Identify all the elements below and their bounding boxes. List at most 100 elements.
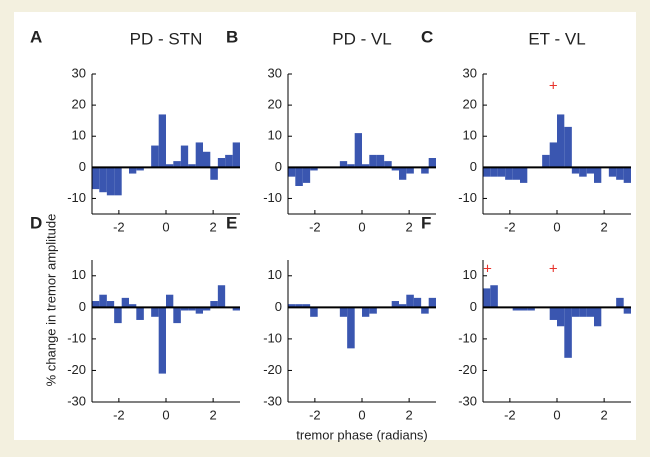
- bar: [166, 164, 174, 168]
- x-tick-label: -2: [113, 219, 125, 234]
- bar: [295, 167, 303, 186]
- bar: [295, 304, 303, 308]
- bar: [151, 145, 159, 168]
- bar: [623, 307, 631, 314]
- bar: [549, 307, 557, 320]
- y-tick-label: -20: [67, 362, 86, 377]
- bar: [391, 167, 399, 171]
- bar: [225, 154, 233, 168]
- y-tick-label: 10: [463, 128, 477, 143]
- bar: [623, 167, 631, 183]
- bar: [195, 142, 203, 168]
- y-tick-label: 30: [268, 65, 282, 80]
- bar: [136, 167, 144, 171]
- bar: [180, 307, 189, 311]
- bar: [483, 288, 491, 308]
- y-tick-label: 0: [275, 159, 282, 174]
- x-tick-label: 0: [162, 219, 169, 234]
- panel-letter: A: [30, 27, 42, 46]
- bar: [520, 167, 528, 183]
- bar: [413, 297, 422, 308]
- bar: [310, 307, 318, 317]
- bar: [594, 307, 602, 327]
- y-tick-label: 10: [268, 128, 282, 143]
- y-tick-label: 0: [79, 299, 86, 314]
- y-tick-label: -10: [458, 330, 477, 345]
- bar: [421, 167, 429, 174]
- y-tick-label: 30: [463, 65, 477, 80]
- y-tick-label: -10: [67, 330, 86, 345]
- bar: [608, 167, 617, 177]
- significance-marker: +: [483, 260, 492, 277]
- bar: [121, 297, 129, 308]
- x-tick-label: 0: [553, 407, 560, 422]
- bar: [406, 167, 414, 174]
- x-tick-label: -2: [504, 407, 516, 422]
- bar: [497, 167, 506, 177]
- bar: [399, 167, 407, 180]
- bar: [354, 133, 362, 168]
- significance-marker: +: [549, 260, 558, 277]
- bar: [180, 145, 189, 168]
- bar: [542, 154, 550, 168]
- bar: [512, 167, 520, 180]
- x-tick-label: 0: [162, 407, 169, 422]
- y-tick-label: 0: [79, 159, 86, 174]
- y-tick-label: -30: [458, 393, 477, 408]
- y-tick-label: 20: [72, 97, 86, 112]
- x-tick-label: 2: [210, 407, 217, 422]
- bar: [406, 294, 414, 308]
- bar: [106, 301, 115, 308]
- bar: [362, 307, 370, 317]
- bar: [195, 307, 203, 314]
- bar: [369, 154, 377, 168]
- bar: [571, 307, 580, 317]
- bar: [210, 301, 218, 308]
- bar: [512, 307, 520, 311]
- bar: [158, 307, 166, 374]
- x-tick-label: -2: [504, 219, 516, 234]
- bar: [384, 161, 392, 168]
- bar: [129, 167, 137, 174]
- y-tick-label: -10: [67, 190, 86, 205]
- bar: [210, 167, 218, 180]
- y-tick-label: 0: [275, 299, 282, 314]
- y-tick-label: -30: [67, 393, 86, 408]
- panel-title: ET - VL: [528, 29, 585, 48]
- bar: [288, 167, 296, 177]
- bar: [399, 304, 407, 308]
- panel-letter: C: [421, 27, 433, 46]
- bar: [347, 164, 355, 168]
- bar: [92, 301, 100, 308]
- bar: [579, 167, 587, 177]
- x-tick-label: 2: [601, 407, 608, 422]
- bar: [302, 304, 311, 308]
- y-tick-label: 10: [72, 267, 86, 282]
- bar: [188, 164, 196, 168]
- bar: [549, 142, 557, 168]
- bar: [571, 167, 580, 174]
- bar: [166, 294, 174, 308]
- bar: [114, 307, 122, 324]
- bar: [428, 158, 436, 168]
- bar: [527, 307, 535, 311]
- y-tick-label: 10: [72, 128, 86, 143]
- bar: [505, 167, 513, 180]
- bar: [158, 114, 166, 168]
- y-tick-label: -20: [263, 362, 282, 377]
- y-tick-label: 0: [470, 299, 477, 314]
- bar: [99, 167, 107, 193]
- bar: [579, 307, 587, 317]
- bar: [136, 307, 144, 320]
- bar: [288, 304, 296, 308]
- panel-letter: E: [226, 213, 237, 232]
- bar: [217, 285, 226, 308]
- bar: [217, 158, 226, 168]
- bar: [232, 142, 240, 168]
- bar: [173, 161, 181, 168]
- bar: [616, 297, 624, 308]
- bar: [557, 114, 565, 168]
- bar: [490, 285, 498, 308]
- bar: [586, 307, 594, 317]
